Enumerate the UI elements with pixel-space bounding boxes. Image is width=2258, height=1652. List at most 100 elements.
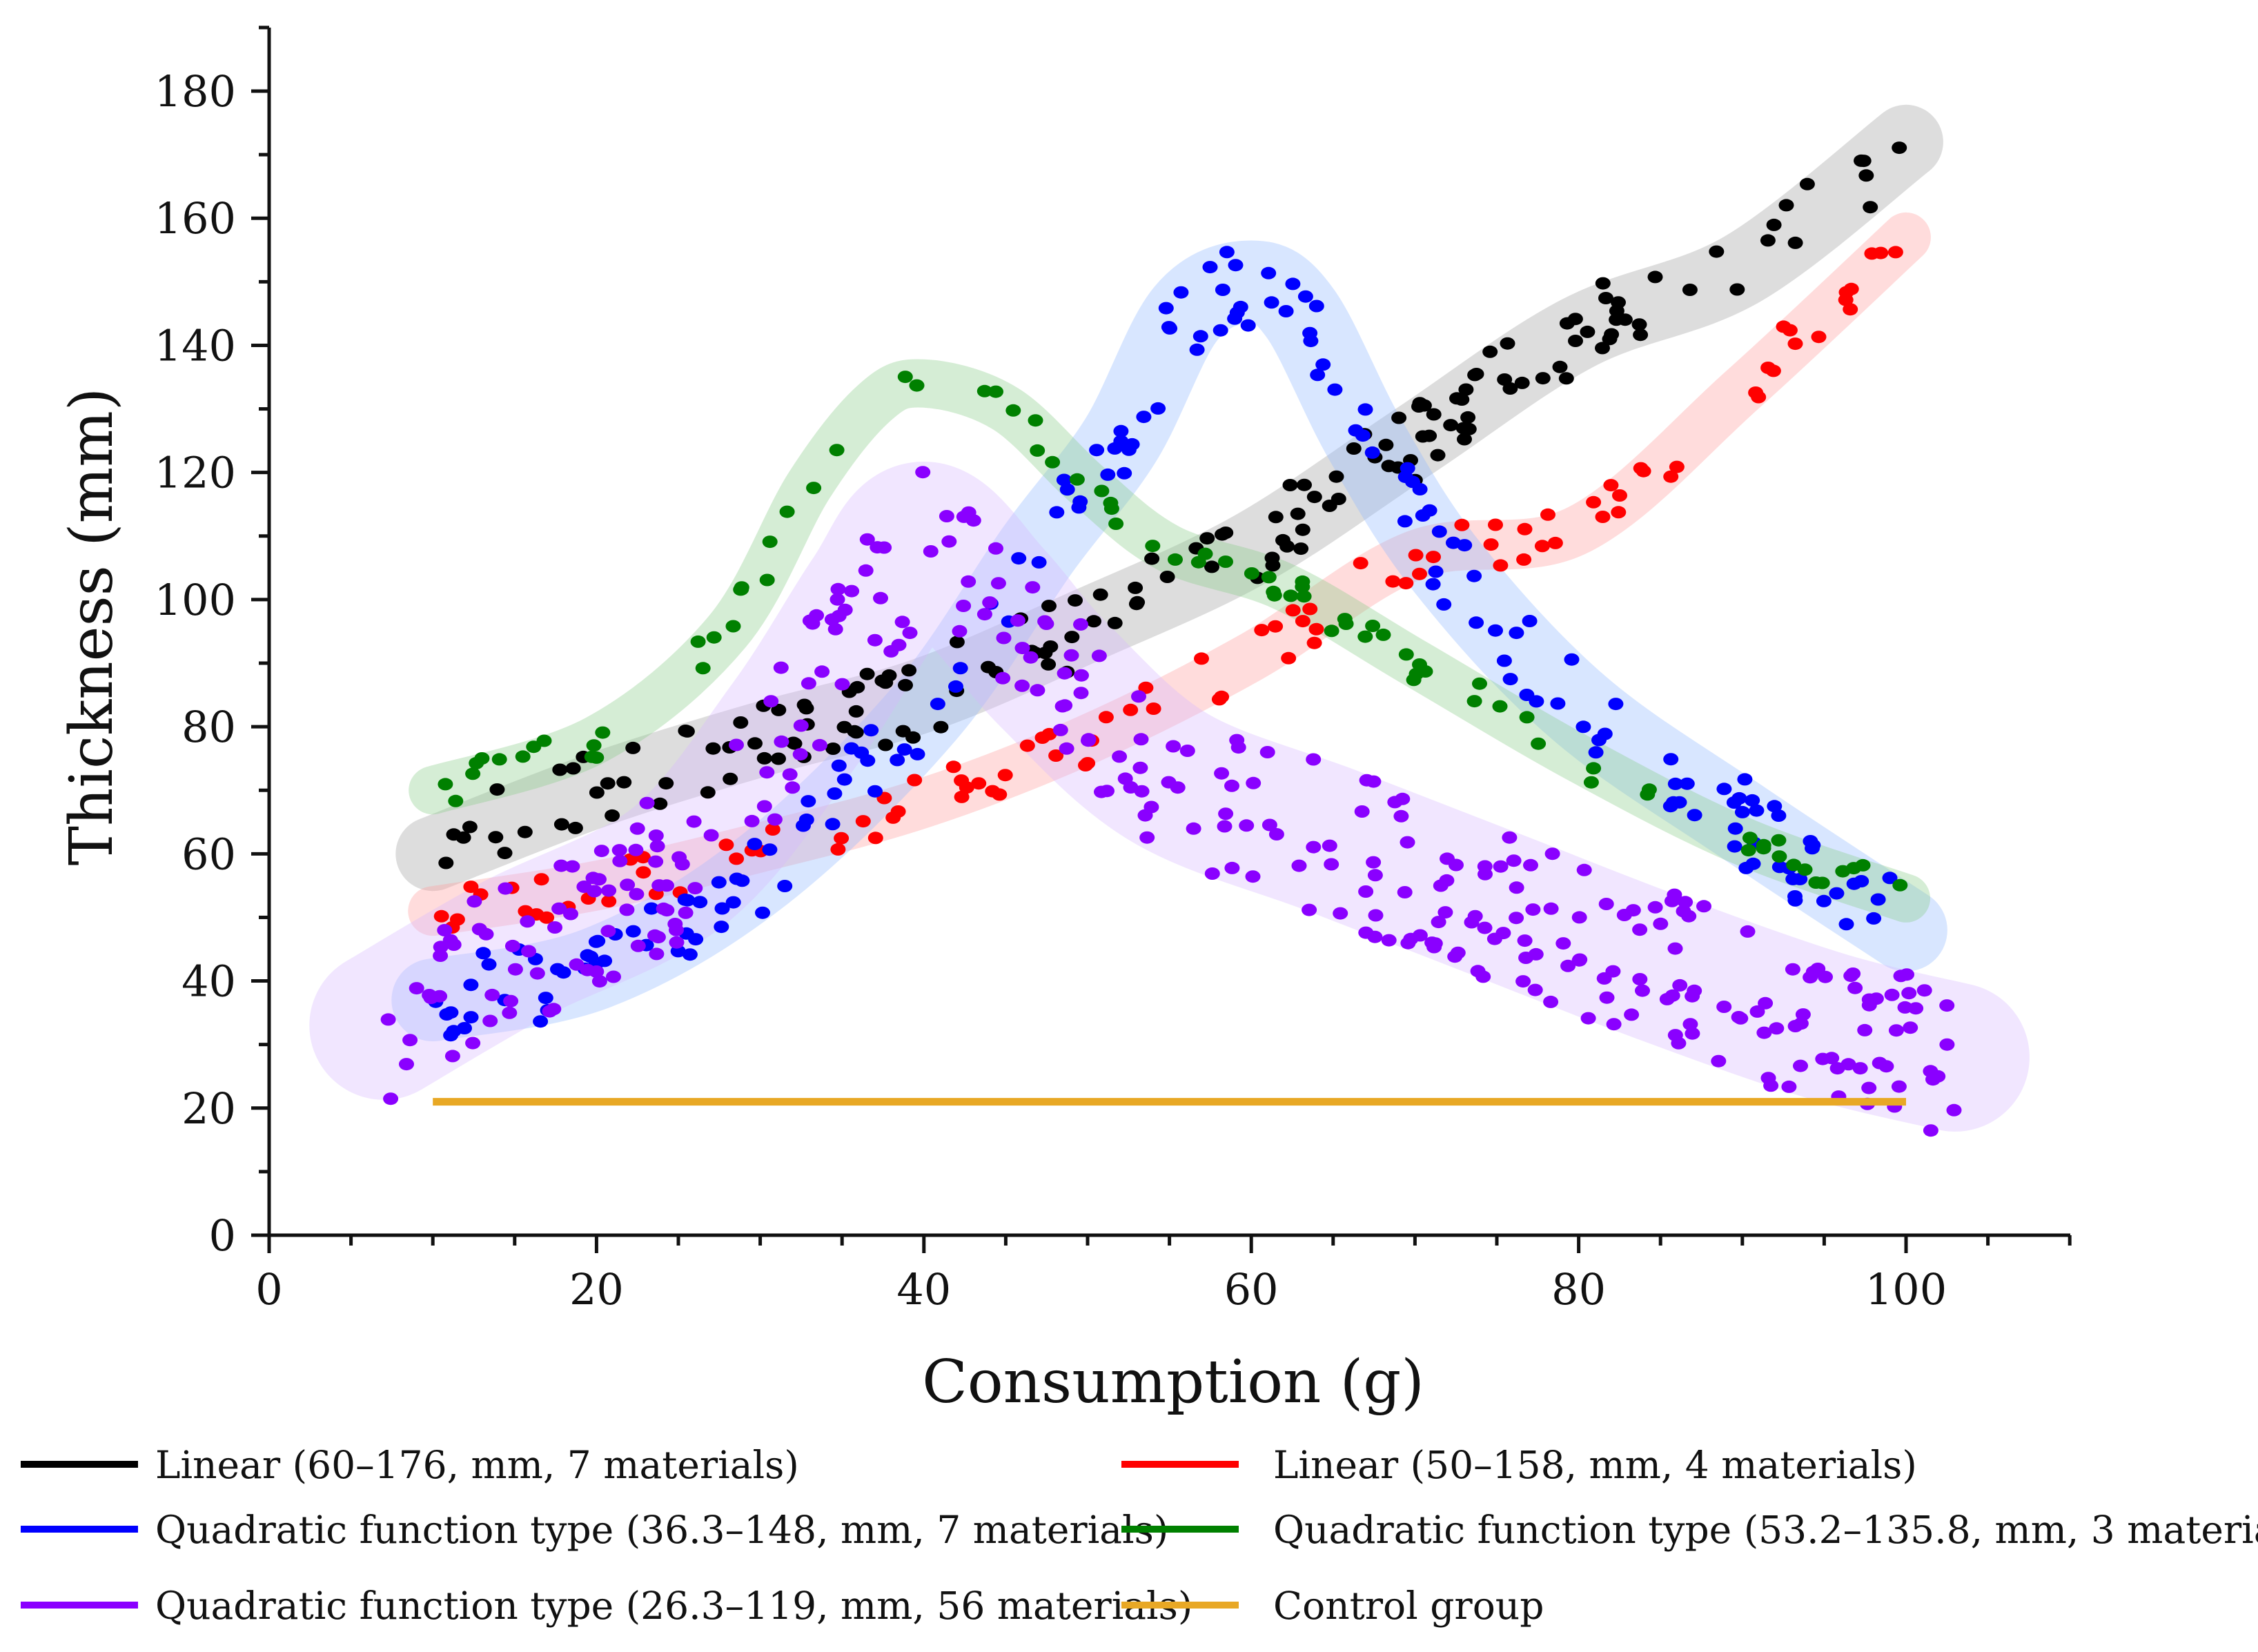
data-point bbox=[629, 887, 645, 901]
data-point bbox=[976, 384, 992, 397]
data-point bbox=[1535, 372, 1551, 385]
data-point bbox=[812, 738, 827, 751]
data-point bbox=[1285, 277, 1301, 291]
data-point bbox=[1132, 761, 1148, 774]
data-point bbox=[1112, 750, 1128, 763]
data-point bbox=[591, 975, 607, 988]
data-point bbox=[688, 933, 704, 946]
data-point bbox=[553, 818, 569, 831]
data-point bbox=[474, 752, 490, 765]
data-point bbox=[1215, 284, 1230, 296]
data-point bbox=[1103, 496, 1119, 509]
data-point bbox=[1547, 536, 1563, 549]
data-point bbox=[588, 935, 604, 948]
data-point bbox=[1597, 727, 1613, 740]
legend-label: Quadratic function type (36.3–148, mm, 7… bbox=[155, 1508, 1168, 1552]
data-point bbox=[612, 854, 628, 867]
data-point bbox=[905, 731, 921, 744]
data-point bbox=[1925, 1073, 1941, 1086]
data-point bbox=[759, 766, 775, 779]
data-point bbox=[1099, 785, 1115, 798]
data-point bbox=[1892, 141, 1907, 155]
data-point bbox=[547, 921, 562, 934]
data-point bbox=[1302, 903, 1317, 916]
trend-band-0 bbox=[395, 104, 1943, 892]
data-point bbox=[1636, 464, 1651, 478]
data-point bbox=[1261, 266, 1277, 279]
data-point bbox=[1529, 695, 1544, 708]
data-point bbox=[1891, 1080, 1907, 1093]
data-point bbox=[1771, 809, 1787, 822]
data-point bbox=[714, 921, 729, 934]
data-point bbox=[648, 855, 664, 868]
data-point bbox=[1259, 746, 1275, 758]
data-point bbox=[1059, 742, 1074, 755]
data-point bbox=[779, 505, 795, 518]
data-point bbox=[1422, 429, 1437, 442]
data-point bbox=[1397, 515, 1413, 528]
data-point bbox=[465, 767, 481, 780]
data-point bbox=[949, 636, 965, 649]
data-point bbox=[792, 748, 808, 761]
data-point bbox=[1659, 992, 1675, 1005]
data-point bbox=[1094, 484, 1110, 498]
data-point bbox=[759, 573, 775, 587]
data-point bbox=[1011, 552, 1027, 565]
data-point bbox=[446, 938, 462, 951]
data-point bbox=[1466, 569, 1482, 582]
data-point bbox=[1123, 703, 1139, 716]
data-point bbox=[855, 815, 871, 828]
data-point bbox=[601, 895, 617, 908]
data-point bbox=[956, 600, 972, 612]
data-point bbox=[762, 843, 778, 856]
data-point bbox=[497, 847, 513, 860]
data-point bbox=[659, 879, 674, 892]
data-point bbox=[1199, 532, 1215, 545]
data-point bbox=[1398, 648, 1414, 661]
data-point bbox=[1359, 774, 1375, 787]
data-point bbox=[529, 967, 545, 980]
data-point bbox=[1808, 876, 1824, 889]
x-tick-label: 20 bbox=[569, 1264, 624, 1315]
data-point bbox=[1758, 996, 1774, 1010]
data-point bbox=[854, 746, 870, 759]
trend-band-2 bbox=[391, 240, 1947, 1042]
data-point bbox=[1052, 723, 1068, 736]
data-point bbox=[438, 856, 454, 869]
data-point bbox=[785, 781, 801, 794]
data-point bbox=[1892, 878, 1908, 892]
data-point bbox=[844, 584, 860, 598]
data-point bbox=[1133, 733, 1149, 746]
data-point bbox=[1676, 905, 1691, 918]
data-point bbox=[1496, 654, 1512, 667]
data-point bbox=[1437, 906, 1453, 919]
data-point bbox=[1282, 479, 1298, 491]
data-point bbox=[1745, 857, 1761, 870]
data-point bbox=[1333, 907, 1348, 920]
data-point bbox=[402, 1034, 418, 1047]
data-point bbox=[1162, 322, 1178, 335]
data-point bbox=[1766, 218, 1782, 231]
data-point bbox=[1540, 508, 1555, 521]
data-point bbox=[1477, 860, 1493, 873]
data-point bbox=[1632, 923, 1648, 936]
data-point bbox=[725, 620, 741, 633]
data-point bbox=[1138, 681, 1154, 694]
data-point bbox=[700, 786, 716, 799]
data-point bbox=[1603, 479, 1619, 492]
data-point bbox=[1564, 653, 1580, 666]
data-point bbox=[848, 726, 864, 739]
data-point bbox=[1025, 581, 1041, 594]
data-point bbox=[1408, 667, 1424, 680]
data-point bbox=[1727, 822, 1743, 835]
data-point bbox=[1368, 909, 1384, 922]
data-point bbox=[1278, 305, 1294, 317]
data-point bbox=[1843, 970, 1859, 983]
data-point bbox=[933, 720, 949, 734]
data-point bbox=[533, 1015, 549, 1028]
data-point bbox=[1595, 511, 1611, 523]
data-point bbox=[1436, 598, 1452, 611]
data-point bbox=[1324, 625, 1339, 638]
data-point bbox=[891, 638, 907, 651]
data-point bbox=[1609, 304, 1624, 317]
